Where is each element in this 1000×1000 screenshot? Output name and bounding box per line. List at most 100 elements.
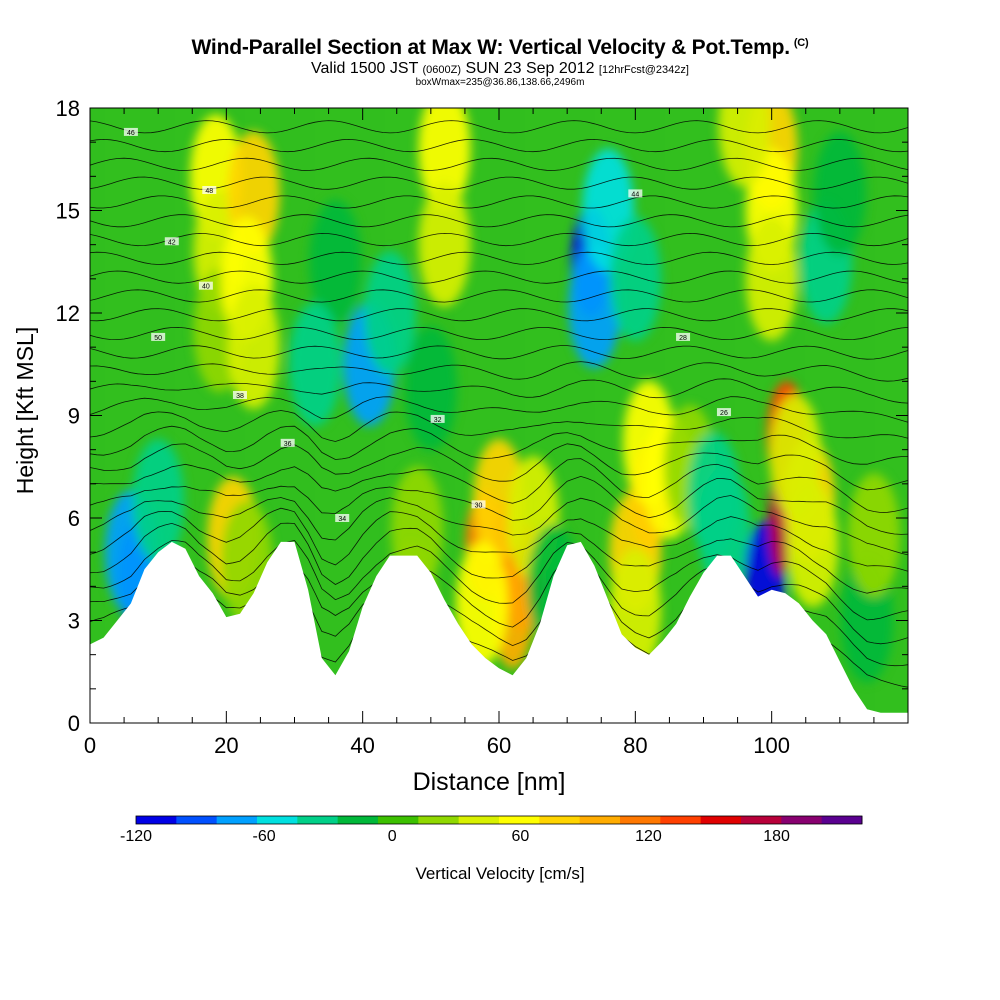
colorbar-segment [378,816,419,824]
isentrope-line [90,475,908,535]
y-tick-label: 0 [68,711,80,736]
velocity-cell [227,285,280,410]
y-axis-label: Height [Kft MSL] [12,327,38,494]
velocity-cell [847,473,900,598]
colorbar-segment [337,816,379,824]
colorbar-tick-label: -120 [119,828,153,845]
isentrope-label-bg [716,408,731,417]
isentrope-label: 32 [434,417,442,424]
velocity-cell [745,216,798,341]
y-tick-label: 3 [68,609,80,634]
colorbar-segment [700,816,742,824]
colorbar-segment [458,816,500,824]
isentrope-label: 40 [202,284,210,291]
colorbar-segment [257,816,298,824]
isentrope-line [90,507,908,572]
colorbar-tick-label: -60 [252,828,276,845]
isentrope-line [90,326,908,341]
isentrope-line [90,555,908,645]
y-tick-label: 9 [68,404,80,429]
isentrope-line [90,157,908,171]
isentrope-line [90,214,908,228]
isentrope-line [90,410,908,442]
terrain-mask [90,541,908,723]
isentrope-line [90,458,908,513]
colorbar-segment [660,816,702,824]
x-tick-label: 100 [753,733,790,758]
chart-subtitle: Valid 1500 JST (0600Z) SUN 23 Sep 2012 [… [0,60,1000,78]
isentrope-label: 48 [205,188,213,195]
subtitle-date: SUN 23 Sep 2012 [465,60,595,77]
y-tick-label: 12 [56,301,80,326]
isentrope-label: 28 [679,335,687,342]
velocity-cell [568,244,621,369]
x-axis-label: Distance [nm] [413,768,566,796]
y-tick-label: 15 [56,199,80,224]
isentrope-line [90,495,908,556]
x-tick-label: 60 [487,733,511,758]
isentrope-line [90,396,908,423]
isentrope-line [90,522,908,594]
isentrope-line [90,361,908,382]
isentrope-line [90,308,908,322]
colorbar-segment [579,816,621,824]
isentrope-line [90,443,908,491]
velocity-cell [418,182,471,307]
copyright-mark: (C) [793,37,809,49]
x-tick-label: 20 [214,733,238,758]
velocity-cell [786,483,839,608]
velocity-cell [288,302,341,427]
colorbar-frame [135,815,863,825]
colorbar-segment [539,816,581,824]
isentrope-label-bg [202,186,217,194]
isentrope-label-bg [151,332,166,341]
isentrope-layer: 46 48 42 40 50 38 36 34 32 30 28 26 44 [90,120,908,688]
colorbar-segment [418,816,460,824]
colorbar-segment [821,816,863,824]
isentrope-line [90,425,908,465]
isentrope-label-bg [123,127,138,136]
isentrope-label-bg [335,514,350,522]
subtitle-utc: (0600Z) [422,64,462,76]
isentrope-label-bg [232,391,247,399]
x-tick-label: 40 [350,733,374,758]
isentrope-label-bg [471,500,486,509]
colorbar-segment [781,816,823,824]
isentrope-label: 44 [631,191,639,198]
x-tick-label: 80 [623,733,647,758]
colorbar-segment [216,816,258,824]
colorbar-tick-label: 0 [387,828,397,845]
isentrope-label-bg [164,237,179,246]
colorbar-segment [176,816,218,824]
isentrope-line [90,378,908,404]
velocity-cell [697,466,750,591]
isentrope-label: 26 [720,410,728,417]
isentrope-line [90,251,908,265]
isentrope-line [90,345,908,360]
isentrope-label-bg [628,189,643,198]
colorbar-title: Vertical Velocity [cm/s] [415,864,585,883]
isentrope-line [90,270,908,284]
colorbar-tick-label: 120 [635,828,662,845]
isentrope-line [90,120,908,134]
isentrope-label: 42 [168,239,176,246]
colorbar-segment [741,816,782,824]
isentrope-line [90,176,908,190]
isentrope-label-bg [280,438,295,447]
y-tick-label: 18 [56,96,80,121]
colorbar [135,815,863,825]
y-tick-label: 6 [68,506,80,531]
colorbar-tick-label: 60 [511,828,530,845]
colorbar-segment [136,816,177,824]
subtitle-forecast: [12hrFcst@2342z] [598,64,689,76]
isentrope-label-bg [198,281,213,290]
subtitle-valid: Valid 1500 JST [311,60,419,77]
isentrope-label: 34 [338,516,346,523]
chart-title: Wind-Parallel Section at Max W: Vertical… [191,36,809,59]
isentrope-label: 46 [127,130,135,137]
colorbar-segment [297,816,339,824]
velocity-cell [418,108,471,211]
colorbar-segment [499,816,540,824]
